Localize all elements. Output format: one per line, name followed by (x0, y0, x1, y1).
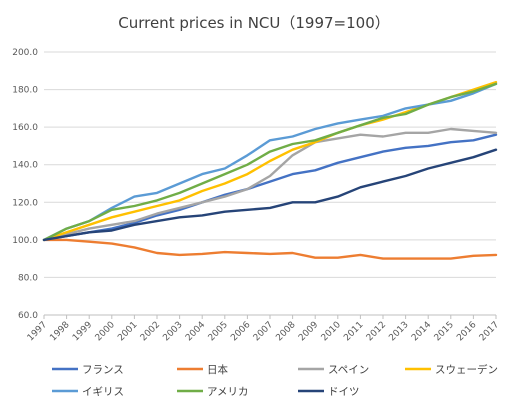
x-tick-label: 2007 (252, 320, 275, 343)
x-tick-label: 1997 (26, 320, 49, 343)
series-line-6 (42, 148, 498, 242)
x-tick-label: 2016 (455, 320, 478, 343)
y-tick-label: 120.0 (12, 198, 38, 208)
x-tick-label: 2003 (161, 320, 184, 343)
y-tick-label: 80.0 (18, 273, 38, 283)
series-line-5 (42, 82, 498, 242)
y-tick-label: 60.0 (18, 311, 38, 321)
series-line-2 (42, 127, 498, 242)
x-axis-ticks: 1997 1998 1999 2000 2001 2002 2003 2004 2005 2006… (26, 315, 501, 343)
x-tick-label: 2005 (207, 320, 230, 343)
x-tick-label: 2000 (94, 320, 117, 343)
x-tick-label: 1999 (71, 320, 94, 343)
x-tick-label: 2004 (184, 320, 207, 343)
x-tick-label: 2002 (139, 320, 162, 343)
series-lines (42, 80, 498, 260)
legend-label-2: スペイン (328, 364, 369, 376)
x-tick-label: 2008 (274, 320, 297, 343)
x-tick-label: 2015 (433, 320, 456, 343)
gridlines (44, 51, 496, 316)
y-tick-label: 180.0 (12, 86, 38, 96)
legend-label-0: フランス (82, 364, 124, 376)
legend-label-6: ドイツ (328, 386, 360, 398)
legend-label-1: 日本 (207, 363, 228, 376)
x-tick-label: 2017 (478, 320, 501, 343)
x-tick-label: 2013 (387, 320, 410, 343)
series-line-1 (42, 238, 498, 260)
y-tick-label: 200.0 (12, 48, 38, 58)
series-line-4 (42, 82, 498, 242)
x-tick-label: 2014 (410, 320, 433, 343)
y-tick-label: 140.0 (12, 161, 38, 171)
x-tick-label: 2012 (365, 320, 388, 343)
chart-title: Current prices in NCU（1997=100） (118, 14, 390, 32)
x-tick-label: 1998 (48, 320, 71, 343)
legend-label-3: スウェーデン (435, 363, 498, 376)
y-tick-label: 100.0 (12, 236, 38, 246)
x-tick-label: 2001 (116, 320, 139, 343)
series-line-0 (42, 133, 498, 242)
x-tick-label: 2009 (297, 320, 320, 343)
x-tick-label: 2011 (342, 320, 365, 343)
x-tick-label: 2010 (320, 320, 343, 343)
y-axis-ticks: 60.0 80.0 100.0 120.0 140.0 160.0 180.0 200.0 (12, 48, 38, 321)
x-tick-label: 2006 (229, 320, 252, 343)
y-tick-label: 160.0 (12, 123, 38, 133)
legend-label-5: アメリカ (207, 386, 248, 398)
legend-label-4: イギリス (82, 386, 124, 398)
